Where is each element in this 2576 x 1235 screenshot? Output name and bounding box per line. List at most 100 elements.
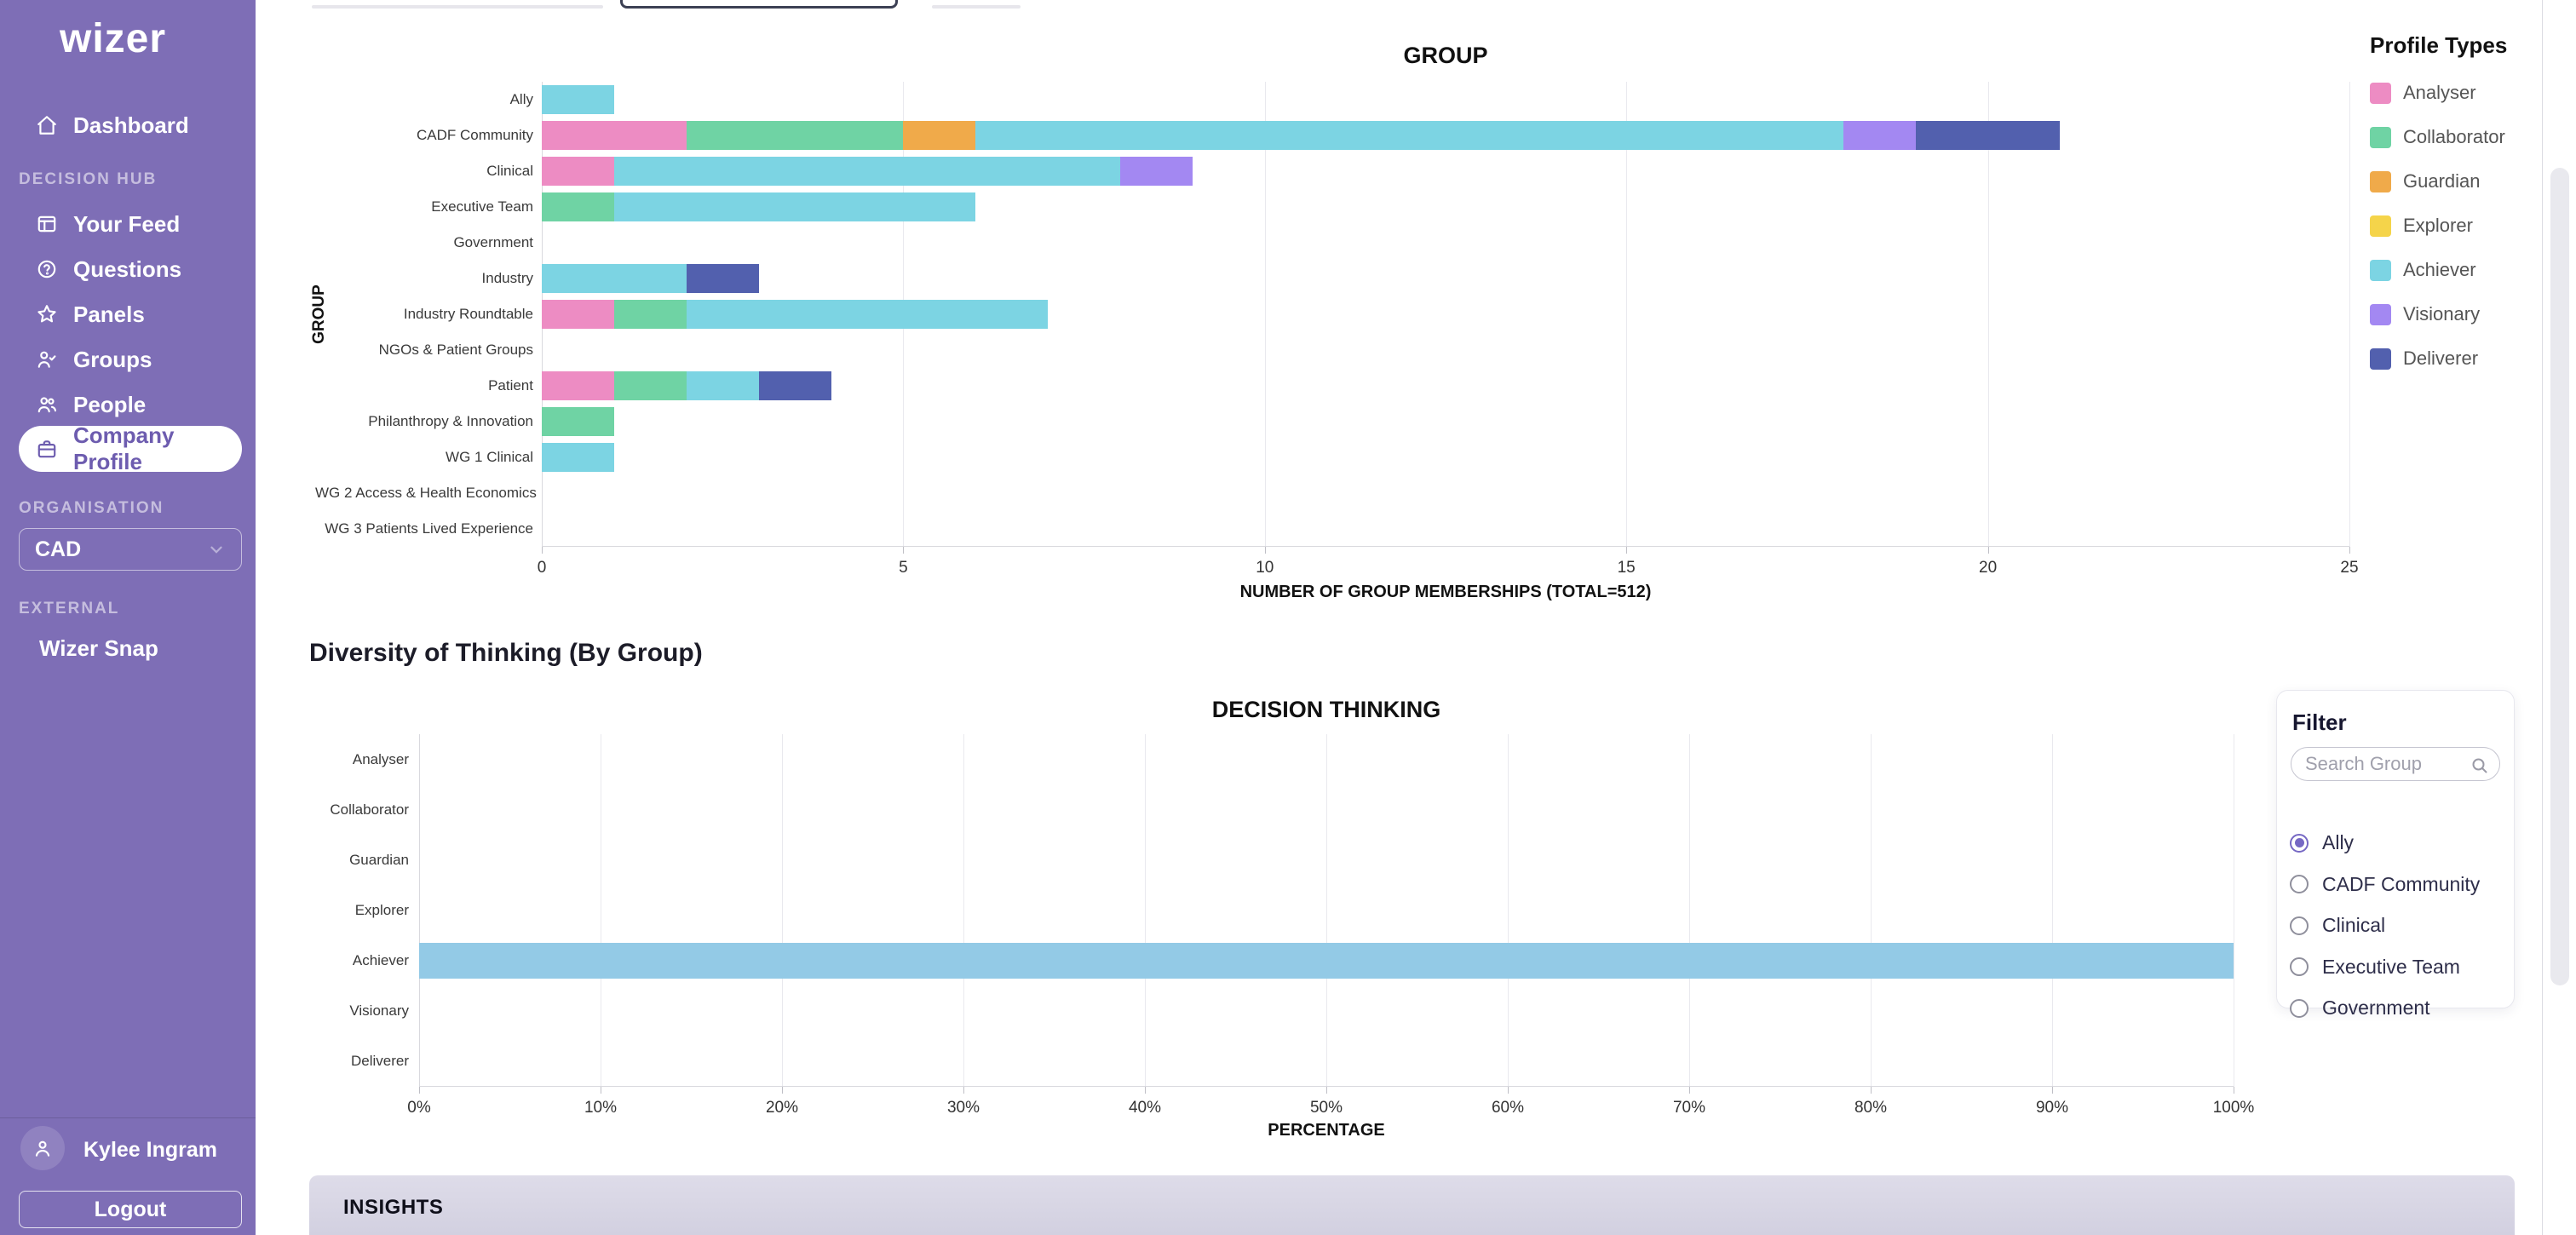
legend-item-explorer: Explorer bbox=[2370, 215, 2473, 237]
tab-selected-partial[interactable] bbox=[620, 0, 898, 9]
gridline bbox=[1626, 82, 1628, 547]
logout-button[interactable]: Logout bbox=[19, 1191, 242, 1228]
search-group-input[interactable] bbox=[2291, 747, 2500, 781]
sidebar-item-dashboard[interactable]: Dashboard bbox=[19, 102, 242, 148]
tick-mark bbox=[903, 547, 905, 554]
category-label: Philanthropy & Innovation bbox=[368, 413, 533, 429]
chart1-plot-area bbox=[542, 82, 2350, 547]
bar-segment-achiever bbox=[542, 443, 614, 472]
bar-segment-deliverer bbox=[686, 264, 759, 293]
category-label: Government bbox=[453, 234, 533, 250]
tick-mark bbox=[419, 1087, 420, 1094]
sidebar-item-panels[interactable]: Panels bbox=[19, 291, 242, 337]
legend-item-collaborator: Collaborator bbox=[2370, 126, 2505, 148]
bar-segment-deliverer bbox=[1915, 121, 2061, 150]
scrollbar-thumb[interactable] bbox=[2550, 168, 2569, 985]
sidebar-item-questions[interactable]: Questions bbox=[19, 246, 242, 292]
radio-button[interactable] bbox=[2290, 916, 2309, 935]
bar-row-cadf-community bbox=[542, 121, 2061, 150]
radio-button[interactable] bbox=[2290, 875, 2309, 893]
gridline bbox=[963, 734, 964, 1087]
sidebar-item-label: Company Profile bbox=[73, 422, 175, 474]
tick-label: 0 bbox=[537, 559, 547, 577]
bar-segment-collaborator bbox=[613, 300, 687, 329]
radio-dot bbox=[2294, 838, 2304, 847]
gridline bbox=[1508, 734, 1509, 1087]
radio-label: Government bbox=[2322, 997, 2430, 1019]
bar-segment-analyser bbox=[542, 371, 614, 400]
tab-underline-left[interactable] bbox=[312, 5, 603, 9]
legend-label: Achiever bbox=[2403, 259, 2476, 280]
legend-label: Visionary bbox=[2403, 303, 2481, 325]
sidebar-item-groups[interactable]: Groups bbox=[19, 336, 242, 382]
legend-label: Explorer bbox=[2403, 215, 2473, 236]
legend-item-visionary: Visionary bbox=[2370, 303, 2480, 325]
chart1-xlabel: NUMBER OF GROUP MEMBERSHIPS (TOTAL=512) bbox=[1239, 583, 1652, 601]
category-label: CADF Community bbox=[417, 127, 533, 143]
sidebar-item-people[interactable]: People bbox=[19, 382, 242, 428]
gridline bbox=[1264, 82, 1266, 547]
tick-label: 10 bbox=[1256, 559, 1274, 577]
bar-segment-collaborator bbox=[686, 121, 904, 150]
tick-mark bbox=[1145, 1087, 1146, 1094]
sidebar: wizer Dashboard DECISION HUB Your Feed Q… bbox=[0, 0, 256, 1235]
gridline bbox=[1326, 734, 1327, 1087]
legend-swatch bbox=[2370, 348, 2391, 370]
bar-row-philanthropy-innovation bbox=[542, 407, 614, 436]
radio-button[interactable] bbox=[2290, 833, 2309, 853]
home-icon bbox=[37, 116, 56, 135]
sidebar-item-wizer-snap[interactable]: Wizer Snap bbox=[39, 635, 158, 661]
bar-segment-analyser bbox=[542, 121, 687, 150]
radio-label: Clinical bbox=[2322, 914, 2386, 936]
radio-label: Ally bbox=[2322, 831, 2355, 853]
section-decision-hub: DECISION HUB bbox=[19, 170, 158, 188]
category-label: Deliverer bbox=[350, 1053, 409, 1070]
bar-row-wg-1-clinical bbox=[542, 443, 614, 472]
gridline bbox=[419, 734, 420, 1087]
content-right-border bbox=[2542, 0, 2543, 1235]
avatar bbox=[20, 1126, 65, 1170]
chart2-plot-area bbox=[419, 734, 2234, 1087]
legend-swatch bbox=[2370, 259, 2391, 281]
legend-item-guardian: Guardian bbox=[2370, 170, 2481, 192]
x-axis-line bbox=[419, 1086, 2234, 1087]
radio-option-ally[interactable]: Ally bbox=[2290, 831, 2354, 854]
sidebar-item-label: Dashboard bbox=[73, 112, 189, 138]
category-label: Patient bbox=[488, 377, 533, 393]
bar-segment-analyser bbox=[542, 157, 614, 186]
bar-segment-achiever bbox=[542, 264, 687, 293]
legend-swatch bbox=[2370, 303, 2391, 325]
tick-mark bbox=[1987, 547, 1989, 554]
x-axis-line bbox=[542, 546, 2349, 547]
radio-option-clinical[interactable]: Clinical bbox=[2290, 914, 2385, 937]
organisation-select[interactable]: CAD bbox=[19, 528, 242, 571]
category-label: WG 2 Access & Health Economics bbox=[315, 485, 537, 501]
bar-segment-achiever bbox=[686, 300, 1049, 329]
gridline bbox=[782, 734, 783, 1087]
legend-label: Deliverer bbox=[2403, 348, 2479, 369]
sidebar-item-your-feed[interactable]: Your Feed bbox=[19, 201, 242, 247]
sidebar-item-company-profile[interactable]: Company Profile bbox=[19, 422, 242, 474]
radio-button[interactable] bbox=[2290, 998, 2309, 1018]
bar-row-executive-team bbox=[542, 192, 976, 221]
radio-option-executive-team[interactable]: Executive Team bbox=[2290, 956, 2460, 979]
gridline bbox=[2052, 734, 2053, 1087]
question-icon bbox=[37, 260, 56, 279]
insights-label: INSIGHTS bbox=[343, 1196, 444, 1219]
tick-label: 100% bbox=[2212, 1099, 2255, 1117]
gridline bbox=[1689, 734, 1690, 1087]
gridline bbox=[1987, 82, 1989, 547]
chart2-title: DECISION THINKING bbox=[1211, 697, 1441, 722]
feed-icon bbox=[37, 215, 56, 233]
radio-button[interactable] bbox=[2290, 957, 2309, 976]
sidebar-item-label: Questions bbox=[73, 256, 182, 282]
tick-mark bbox=[782, 1087, 783, 1094]
radio-option-cadf-community[interactable]: CADF Community bbox=[2290, 873, 2480, 896]
tab-underline-right[interactable] bbox=[932, 5, 1021, 9]
tick-label: 0% bbox=[407, 1099, 431, 1117]
category-label: Executive Team bbox=[431, 198, 533, 215]
tick-label: 80% bbox=[1854, 1099, 1888, 1117]
legend-item-analyser: Analyser bbox=[2370, 82, 2476, 104]
category-label: Explorer bbox=[354, 902, 409, 918]
radio-option-government[interactable]: Government bbox=[2290, 997, 2430, 1020]
